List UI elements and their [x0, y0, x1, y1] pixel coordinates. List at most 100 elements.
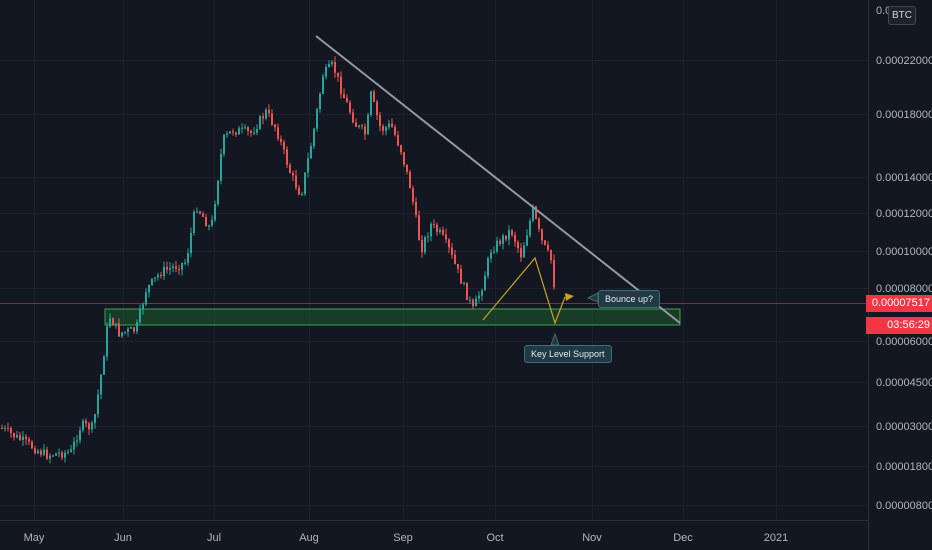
candle-body: [430, 224, 432, 237]
candle-body: [502, 235, 504, 244]
candle-body: [46, 449, 48, 459]
countdown-tag: 03:56:29: [866, 317, 932, 334]
x-tick-label: May: [24, 532, 45, 544]
candle-body: [283, 142, 285, 150]
descending-trendline: [315, 35, 681, 324]
candle-body: [175, 266, 177, 269]
candle-body: [433, 224, 435, 226]
candle-body: [163, 267, 165, 277]
candle-body: [307, 158, 309, 173]
candle-body: [208, 225, 210, 227]
candle-body: [145, 292, 147, 305]
candle-body: [301, 193, 303, 195]
candle-body: [277, 127, 279, 139]
candle-body: [490, 252, 492, 259]
candle-body: [364, 126, 366, 135]
candle-body: [217, 180, 219, 205]
candle-body: [28, 439, 30, 442]
candle-body: [553, 260, 555, 288]
support-zone-rect: [104, 308, 681, 326]
candle-body: [541, 229, 543, 241]
candle-body: [13, 433, 15, 438]
y-tick-label: 0.00000800: [876, 500, 932, 512]
candle-body: [469, 299, 471, 301]
candle-body: [58, 452, 60, 454]
candle-body: [379, 115, 381, 127]
candle-body: [211, 219, 213, 226]
candle-body: [538, 218, 540, 230]
candle-body: [130, 327, 132, 329]
candle-body: [394, 127, 396, 135]
candle-body: [544, 240, 546, 245]
candle-body: [25, 436, 27, 440]
candle-body: [31, 441, 33, 449]
candle-body: [418, 215, 420, 241]
y-tick-label: 0.00010000: [876, 246, 932, 258]
x-tick-label: 2021: [764, 532, 788, 544]
candle-body: [124, 331, 126, 333]
candle-body: [253, 132, 255, 134]
last-price-tag: 0.00007517: [866, 295, 932, 312]
candle-body: [268, 109, 270, 114]
candle-body: [505, 235, 507, 240]
candle-body: [154, 277, 156, 279]
candle-body: [85, 420, 87, 424]
candle-body: [472, 299, 474, 307]
candle-body: [259, 116, 261, 130]
candle-body: [286, 149, 288, 165]
candle-body: [316, 109, 318, 129]
candle-body: [10, 427, 12, 434]
candle-body: [523, 245, 525, 258]
candle-body: [409, 171, 411, 189]
candle-body: [238, 128, 240, 135]
candle-body: [202, 213, 204, 217]
candle-body: [136, 322, 138, 332]
currency-badge[interactable]: BTC: [888, 6, 916, 25]
candle-body: [451, 247, 453, 255]
candle-body: [157, 274, 159, 278]
candle-body: [514, 235, 516, 243]
candle-body: [499, 240, 501, 244]
x-axis-ticks: May Jun Jul Aug Sep Oct Nov Dec 2021: [24, 532, 789, 544]
candle-body: [466, 282, 468, 300]
x-tick-label: Jun: [114, 532, 132, 544]
candle-body: [415, 201, 417, 216]
y-tick-label: 0.00014000: [876, 172, 932, 184]
candle-body: [148, 284, 150, 293]
candle-body: [382, 126, 384, 131]
candle-body: [61, 452, 63, 458]
candle-body: [178, 268, 180, 270]
candle-body: [7, 427, 9, 429]
grid-lines: [0, 0, 868, 520]
x-tick-label: Jul: [207, 532, 221, 544]
candle-body: [280, 138, 282, 143]
candle-body: [298, 187, 300, 195]
candle-body: [37, 450, 39, 454]
candle-body: [388, 123, 390, 128]
candle-body: [403, 152, 405, 165]
candle-body: [169, 267, 171, 270]
candle-body: [361, 125, 363, 127]
candle-body: [196, 211, 198, 213]
candle-body: [427, 236, 429, 238]
candle-body: [262, 116, 264, 119]
candle-body: [475, 298, 477, 307]
candles-group: [1, 56, 555, 464]
candle-body: [256, 129, 258, 133]
candle-body: [49, 455, 51, 459]
candle-body: [127, 328, 129, 332]
candle-body: [151, 278, 153, 285]
key-level-support-zone: [0, 303, 868, 326]
candle-body: [508, 230, 510, 240]
y-tick-label: 0.00018000: [876, 109, 932, 121]
candle-body: [106, 326, 108, 357]
candle-body: [133, 327, 135, 332]
candle-body: [532, 206, 534, 221]
candle-body: [529, 220, 531, 236]
candle-body: [97, 394, 99, 415]
x-tick-label: Oct: [486, 532, 503, 544]
candle-body: [322, 76, 324, 94]
y-tick-label: 0.00004500: [876, 377, 932, 389]
candle-body: [385, 127, 387, 131]
